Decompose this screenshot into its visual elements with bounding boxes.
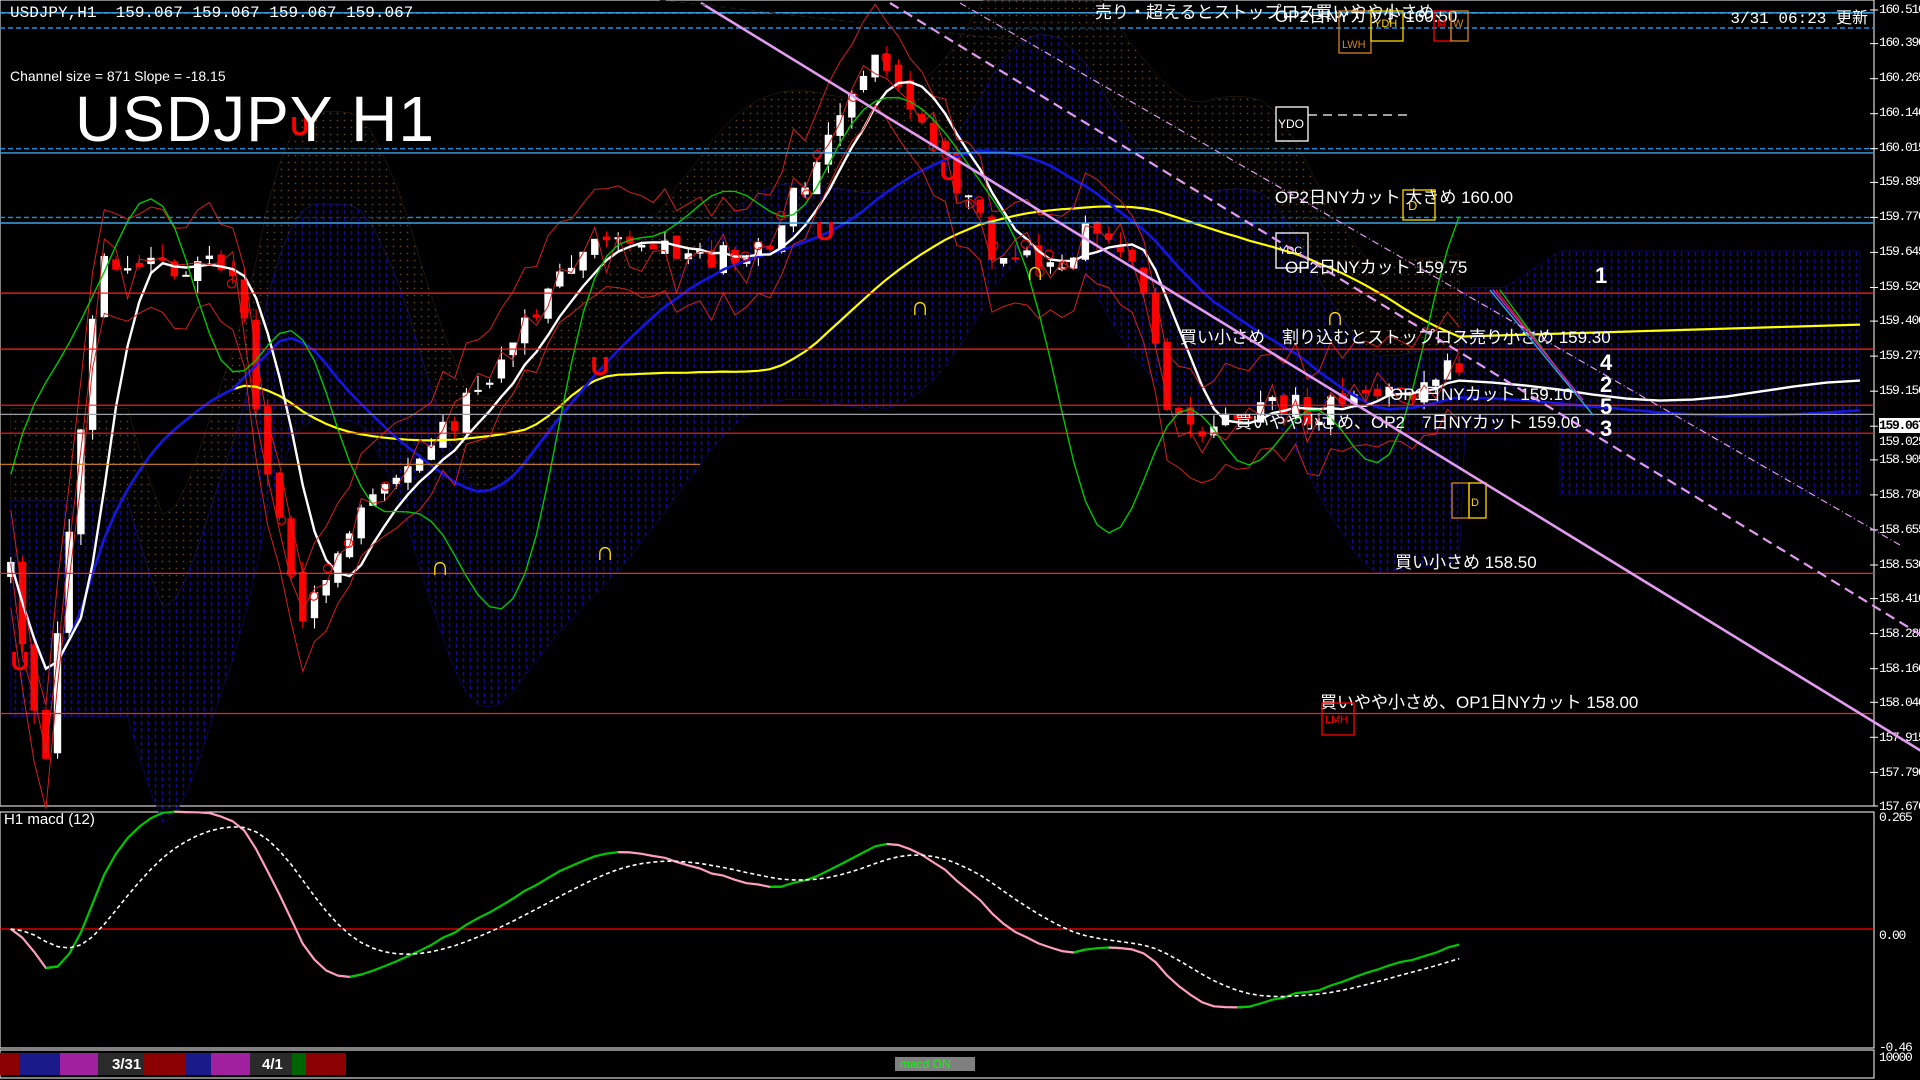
svg-text:∩: ∩ xyxy=(431,551,450,581)
svg-text:U: U xyxy=(816,216,835,246)
svg-text:∩: ∩ xyxy=(1326,301,1345,331)
svg-text:U: U xyxy=(940,156,959,186)
svg-text:U: U xyxy=(11,646,30,676)
svg-text:U: U xyxy=(591,351,610,381)
svg-text:∩: ∩ xyxy=(1026,256,1045,286)
svg-text:∩: ∩ xyxy=(596,536,615,566)
svg-text:∩: ∩ xyxy=(911,291,930,321)
